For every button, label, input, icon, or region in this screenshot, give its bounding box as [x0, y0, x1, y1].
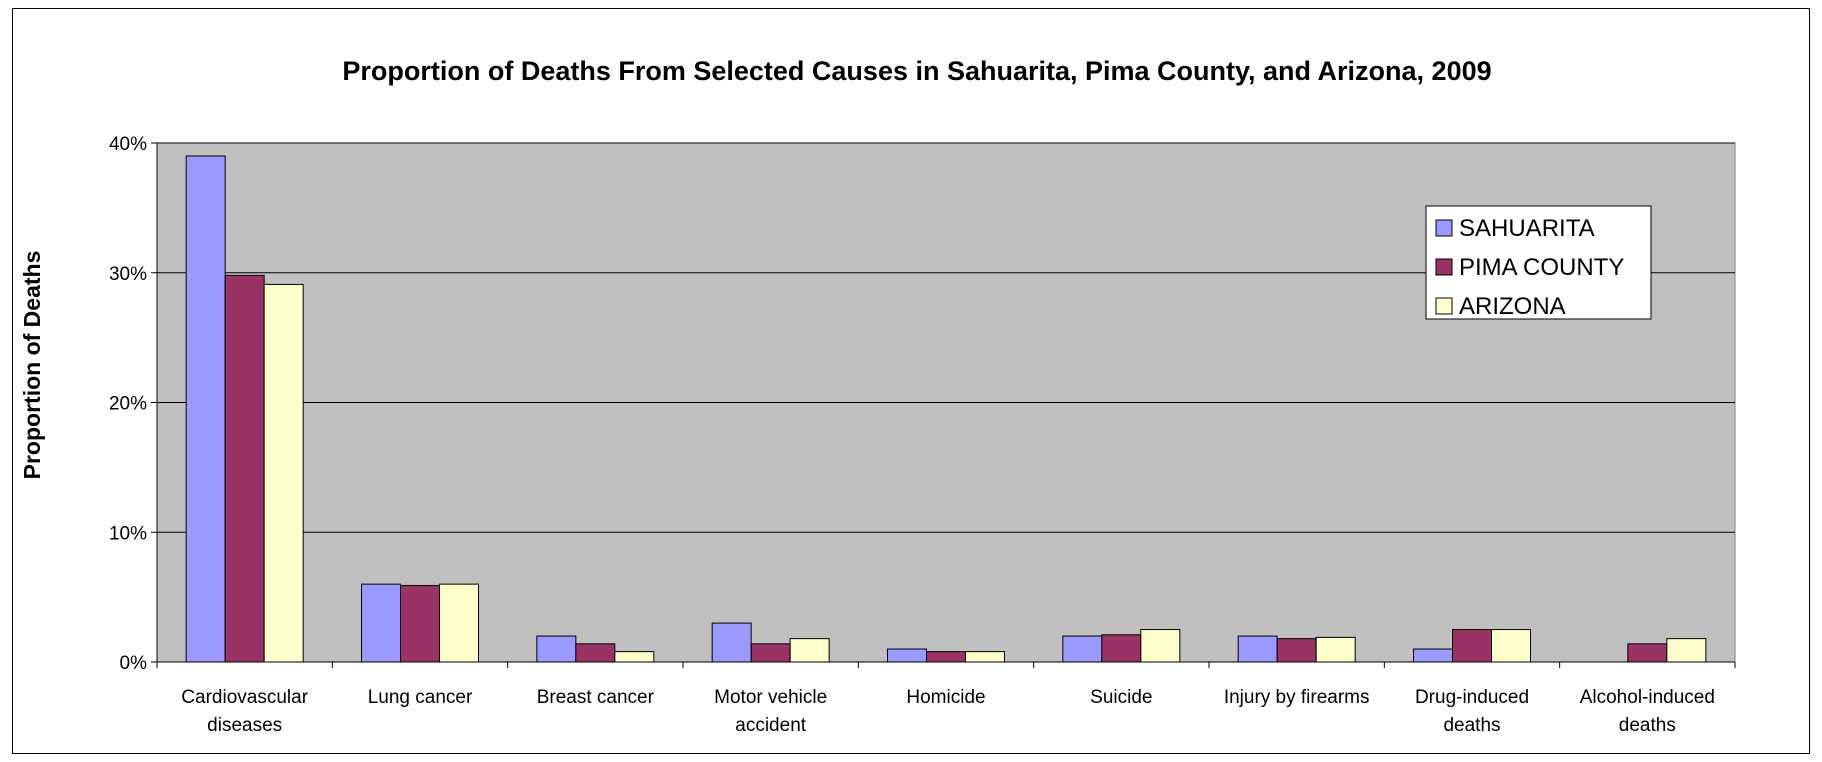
bar-arizona: [439, 583, 479, 663]
legend-box: [1425, 205, 1652, 320]
bar-arizona: [1491, 629, 1531, 663]
bar-arizona: [1666, 638, 1707, 663]
bar-pima-county: [1452, 629, 1492, 663]
x-category-label: Suicide: [1090, 687, 1152, 708]
x-category-label: Motor vehicle: [714, 687, 827, 708]
bar-pima-county: [1101, 634, 1142, 663]
bar-pima-county: [575, 643, 616, 663]
y-tick-label: 30%: [109, 264, 147, 285]
chart-title: Proportion of Deaths From Selected Cause…: [342, 56, 1491, 86]
x-category-label: Drug-induced: [1415, 687, 1529, 708]
bar-arizona: [614, 651, 655, 663]
legend: SAHUARITA PIMA COUNTY ARIZONA: [1425, 205, 1652, 320]
bar-arizona: [1315, 636, 1356, 663]
bar-sahuarita: [887, 648, 927, 663]
bar-pima-county: [926, 651, 966, 663]
bar-sahuarita: [536, 635, 577, 663]
bar-pima-county: [1276, 638, 1317, 663]
x-category-label: accident: [735, 715, 806, 736]
x-category-label: Lung cancer: [368, 687, 473, 708]
bar-arizona: [263, 283, 304, 663]
legend-label: ARIZONA: [1459, 293, 1566, 320]
bar-arizona: [1140, 629, 1181, 663]
x-category-label: diseases: [207, 715, 282, 736]
y-ticks: 0% 10% 20% 30% 40%: [109, 134, 157, 674]
x-category-label: deaths: [1443, 715, 1500, 736]
legend-label: SAHUARITA: [1459, 215, 1595, 242]
y-tick-label: 10%: [109, 523, 147, 544]
x-category-label: Cardiovascular: [181, 687, 308, 708]
legend-swatch: [1435, 297, 1453, 315]
y-tick-label: 20%: [109, 394, 147, 415]
legend-label: PIMA COUNTY: [1459, 254, 1624, 281]
legend-swatch: [1435, 258, 1453, 276]
bar-sahuarita: [1413, 648, 1453, 663]
bar-pima-county: [400, 584, 440, 663]
bar-arizona: [789, 638, 830, 663]
bars: [185, 155, 1707, 663]
x-category-label: Alcohol-induced: [1580, 687, 1715, 708]
x-category-label: Homicide: [906, 687, 985, 708]
bar-pima-county: [224, 274, 265, 663]
y-tick-label: 40%: [109, 134, 147, 155]
legend-swatch: [1435, 219, 1453, 237]
bar-sahuarita: [185, 155, 226, 663]
bar-sahuarita: [1062, 635, 1103, 663]
x-category-label: deaths: [1619, 715, 1676, 736]
bar-sahuarita: [361, 583, 401, 663]
x-category-label: Injury by firearms: [1224, 687, 1370, 708]
x-categories: Cardiovascular diseases Lung cancer Breast …: [156, 662, 1736, 736]
bar-sahuarita: [711, 622, 752, 663]
bar-arizona: [965, 651, 1005, 663]
bar-pima-county: [1627, 643, 1668, 663]
bar-sahuarita: [1237, 635, 1278, 663]
x-category-label: Breast cancer: [537, 687, 655, 708]
bar-pima-county: [750, 643, 791, 663]
y-axis-label: Proportion of Deaths: [19, 251, 45, 480]
y-tick-label: 0%: [120, 653, 148, 674]
